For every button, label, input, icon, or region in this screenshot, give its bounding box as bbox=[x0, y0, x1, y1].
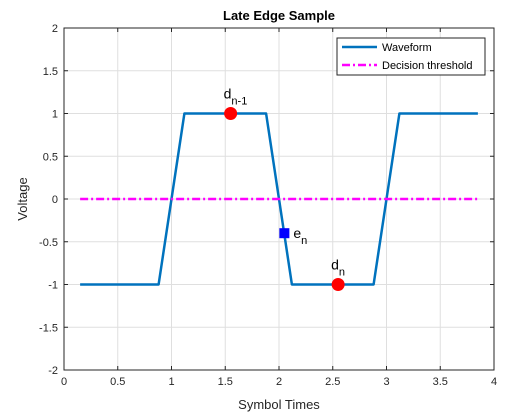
annotation-main: d bbox=[224, 86, 232, 102]
annotation-subscript: n bbox=[339, 267, 345, 279]
y-tick-label: 0.5 bbox=[43, 151, 58, 163]
legend-label-decision-threshold: Decision threshold bbox=[382, 60, 473, 72]
y-axis-label: Voltage bbox=[15, 177, 30, 220]
legend-label-waveform: Waveform bbox=[382, 42, 432, 54]
x-tick-label: 4 bbox=[491, 376, 497, 388]
y-tick-label: -0.5 bbox=[39, 237, 58, 249]
x-tick-label: 2.5 bbox=[325, 376, 340, 388]
annotation-main: e bbox=[293, 225, 301, 241]
legend: Waveform Decision threshold bbox=[336, 37, 486, 76]
x-tick-label: 2 bbox=[276, 376, 282, 388]
y-tick-label: -1 bbox=[48, 280, 58, 292]
chart-title: Late Edge Sample bbox=[223, 8, 335, 23]
annotation-d-n: dn bbox=[331, 257, 345, 279]
x-tick-label: 0.5 bbox=[110, 376, 125, 388]
x-tick-label: 3.5 bbox=[433, 376, 448, 388]
legend-box bbox=[336, 37, 486, 76]
series-layer bbox=[80, 112, 478, 286]
x-tick-label: 1 bbox=[168, 376, 174, 388]
annotation-subscript: n bbox=[301, 235, 307, 247]
annotation-subscript: n-1 bbox=[231, 96, 247, 108]
annotation-main: d bbox=[331, 257, 339, 273]
marker-e-n bbox=[279, 228, 290, 239]
y-tick-label: -2 bbox=[48, 365, 58, 377]
y-tick-label: -1.5 bbox=[39, 322, 58, 334]
x-axis-label: Symbol Times bbox=[238, 397, 320, 412]
x-tick-label: 0 bbox=[61, 376, 67, 388]
axis-ticks: 0 0.5 1 1.5 2 2.5 3 3.5 4 -2 -1.5 -1 -0.5 0 0.5 1 1.5 2 bbox=[39, 23, 497, 388]
marker-d-n-1 bbox=[224, 107, 238, 120]
x-tick-label: 1.5 bbox=[218, 376, 233, 388]
marker-d-n bbox=[331, 278, 345, 291]
y-tick-label: 2 bbox=[52, 23, 58, 35]
y-tick-label: 1.5 bbox=[43, 66, 58, 78]
y-tick-label: 1 bbox=[52, 109, 58, 121]
annotation-e-n: en bbox=[293, 225, 307, 247]
y-tick-label: 0 bbox=[52, 194, 58, 206]
x-tick-label: 3 bbox=[383, 376, 389, 388]
annotation-d-n-1: dn-1 bbox=[224, 86, 248, 108]
